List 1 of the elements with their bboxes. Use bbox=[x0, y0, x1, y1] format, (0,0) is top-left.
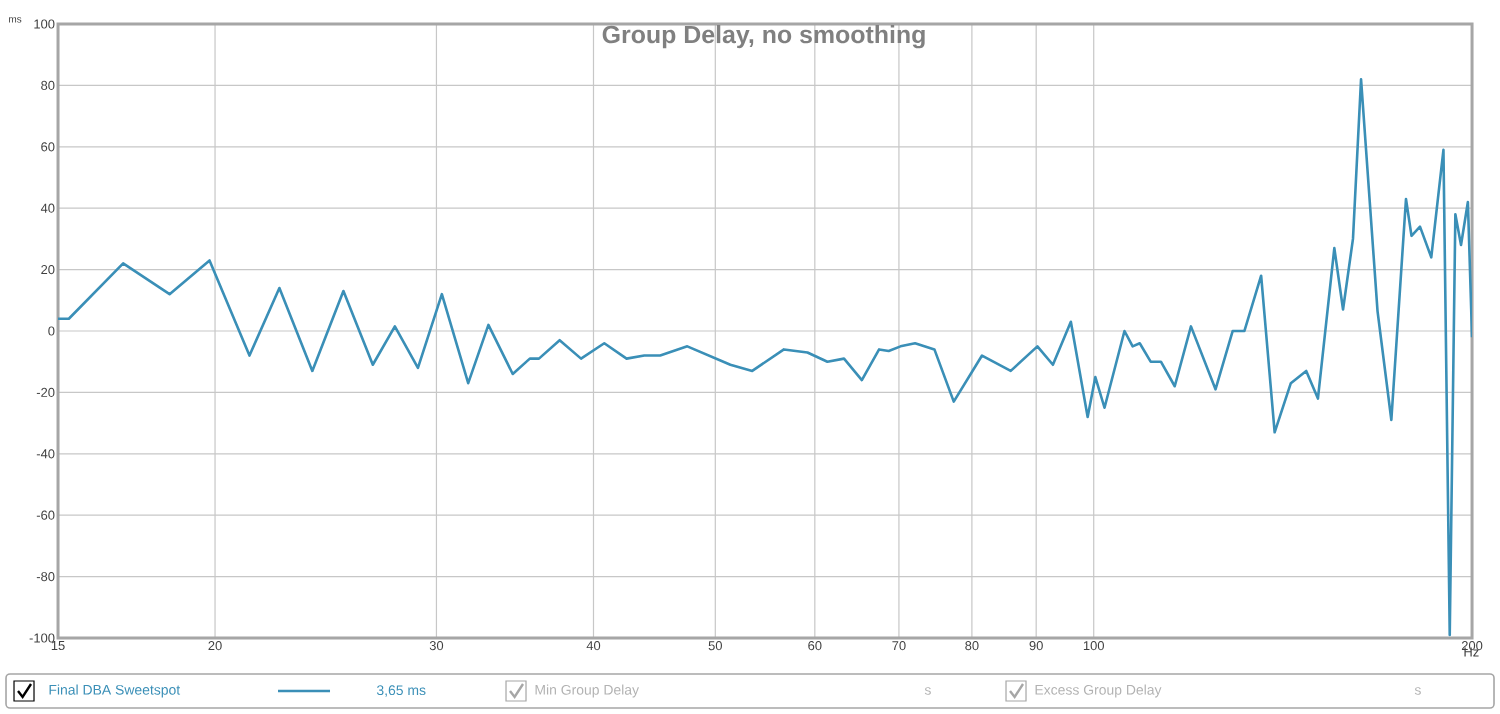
chart-title: Group Delay, no smoothing bbox=[602, 25, 925, 49]
